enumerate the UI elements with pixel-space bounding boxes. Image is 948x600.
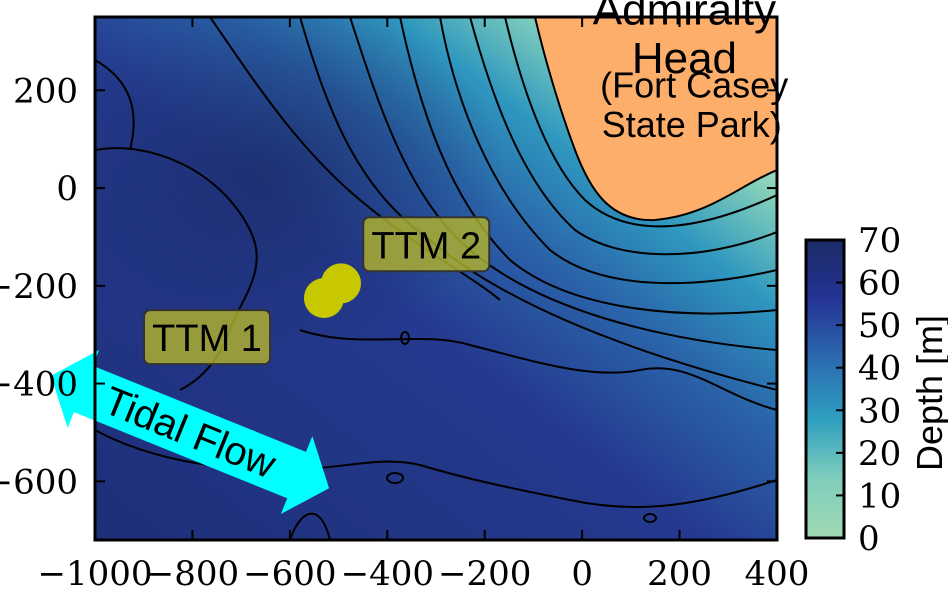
land-annotation: (Fort Casey xyxy=(600,65,788,106)
contour-line xyxy=(95,59,135,151)
contour-line xyxy=(469,17,777,256)
contour-line xyxy=(299,329,777,411)
contour-line xyxy=(400,331,410,345)
land-annotation: Head xyxy=(632,34,737,83)
contour-line xyxy=(643,513,657,523)
colorbar-label: Depth [m] xyxy=(909,315,948,471)
points-group: TTM 1 TTM 2 xyxy=(143,216,491,366)
y-tick-label: −400 xyxy=(0,365,78,405)
colorbar-tick-label: 20 xyxy=(858,434,901,474)
land-annotation: State Park) xyxy=(602,104,782,145)
ttm-label-box xyxy=(362,216,491,273)
y-tick-label: 0 xyxy=(56,169,78,209)
x-tick-label: −400 xyxy=(341,554,434,594)
colorbar-tick-label: 50 xyxy=(858,306,901,346)
colorbar xyxy=(804,238,846,540)
land-admiralty-head xyxy=(533,17,777,222)
ttm-label: TTM 1 xyxy=(152,318,262,360)
x-tick-label: −800 xyxy=(146,554,239,594)
y-tick-label: −200 xyxy=(0,267,78,307)
contour-line xyxy=(439,17,777,285)
double-arrow-icon xyxy=(50,349,330,515)
ttm-label-box xyxy=(143,309,272,366)
x-tick-label: −600 xyxy=(243,554,336,594)
contour-line xyxy=(289,512,331,540)
ttm-marker xyxy=(321,263,362,304)
colorbar-tick-label: 0 xyxy=(858,519,880,559)
ttm-label: TTM 2 xyxy=(371,225,481,267)
plot-frame xyxy=(93,15,779,542)
contour-line xyxy=(386,472,404,484)
y-tick-label: 200 xyxy=(13,71,78,111)
plot-area xyxy=(95,17,777,540)
x-tick-label: −200 xyxy=(438,554,531,594)
colorbar-tick-label: 60 xyxy=(858,264,901,304)
y-tick-label: −600 xyxy=(0,462,78,502)
contour-line xyxy=(399,17,777,315)
x-tick-label: 400 xyxy=(745,554,810,594)
x-axis: −1000−800 −600 −400 −200 0 200 400 xyxy=(37,17,809,594)
colorbar-tick-label: 30 xyxy=(858,391,901,431)
x-tick-label: 0 xyxy=(571,554,593,594)
y-axis: 200 0 −200 −400 −600 xyxy=(0,71,777,502)
contour-line xyxy=(504,17,777,228)
colorbar-tick-label: 10 xyxy=(858,476,901,516)
colorbar-tick-label: 40 xyxy=(858,349,901,389)
x-tick-label: 200 xyxy=(647,554,712,594)
x-tick-label: −1000 xyxy=(37,554,152,594)
contour-line xyxy=(209,17,501,301)
colorbar-tick-label: 70 xyxy=(858,221,901,261)
